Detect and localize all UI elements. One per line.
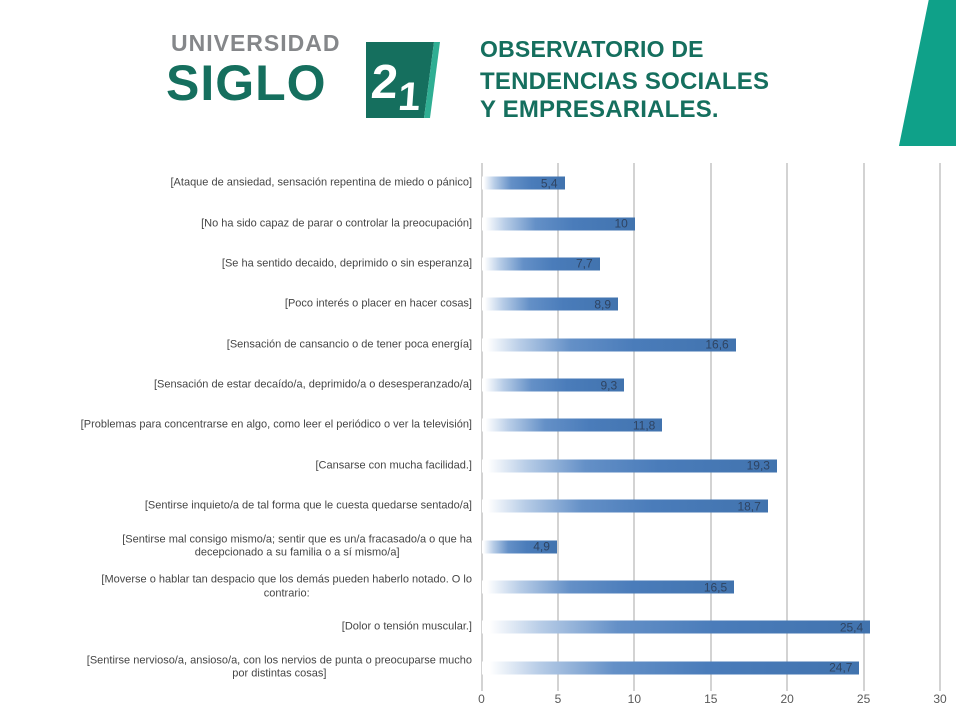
bar: 18,7 (482, 499, 768, 514)
chart-row: [Cansarse con mucha facilidad.] 19,3 (0, 446, 956, 486)
chart-row: [Sentirse nervioso/a, ansioso/a, con los… (0, 648, 956, 688)
observatory-title-line2: TENDENCIAS SOCIALES (480, 68, 770, 95)
bar: 24,7 (482, 660, 860, 675)
bar: 25,4 (482, 620, 871, 635)
bar-value-label: 24,7 (829, 660, 853, 675)
chart-row: [Ataque de ansiedad, sensación repentina… (0, 163, 956, 203)
chart-row: [Sentirse mal consigo mismo/a; sentir qu… (0, 526, 956, 566)
category-label: [Poco interés o placer en hacer cosas] (284, 297, 472, 310)
bar-value-label: 25,4 (839, 620, 864, 635)
logo-digit-1: 1 (397, 75, 422, 118)
bar-value-label: 10 (614, 216, 628, 231)
chart-row: [Moverse o hablar tan despacio que los d… (0, 567, 956, 607)
chart-rows: [Ataque de ansiedad, sensación repentina… (0, 163, 956, 688)
bar: 9,3 (482, 378, 625, 393)
logo-21-icon: 2 1 (366, 42, 440, 119)
bar: 8,9 (482, 297, 619, 312)
bar-value-label: 19,3 (746, 458, 770, 473)
bar-value-label: 9,3 (600, 378, 618, 393)
category-label: [Sensación de cansancio o de tener poca … (226, 337, 472, 350)
chart-row: [Se ha sentido decaido, deprimido o sin … (0, 244, 956, 284)
chart-row: [Sentirse inquieto/a de tal forma que le… (0, 486, 956, 526)
chart-row: [Problemas para concentrarse en algo, co… (0, 405, 956, 445)
gridline (709, 163, 712, 691)
x-axis-tick-label: 5 (554, 692, 562, 706)
x-axis-tick-label: 10 (627, 692, 641, 706)
chart-row: [Sensación de estar decaído/a, deprimido… (0, 365, 956, 405)
category-label: [Sentirse inquieto/a de tal forma que le… (144, 499, 472, 512)
bar-value-label: 16,5 (703, 580, 728, 595)
bar: 16,6 (482, 337, 736, 352)
category-label: [No ha sido capaz de parar o controlar l… (201, 216, 472, 229)
gridline (786, 163, 789, 691)
chart-row: [Poco interés o placer en hacer cosas] 8,… (0, 284, 956, 324)
category-label: [Ataque de ansiedad, sensación repentina… (170, 176, 473, 189)
bar-value-label: 11,8 (632, 418, 656, 433)
chart-row: [Sensación de cansancio o de tener poca … (0, 325, 956, 365)
x-axis-tick-label: 15 (704, 692, 718, 706)
gridline (939, 163, 941, 691)
category-label: [Sentirse mal consigo mismo/a; sentir qu… (122, 533, 472, 559)
bar: 5,4 (482, 176, 565, 191)
bar: 11,8 (482, 418, 663, 433)
bar: 4,9 (482, 539, 557, 554)
logo-universidad-text: UNIVERSIDAD (171, 30, 341, 56)
bar-value-label: 8,9 (594, 297, 612, 312)
observatory-title-line3: Y EMPRESARIALES. (480, 96, 719, 123)
bar: 16,5 (482, 580, 735, 595)
bar-value-label: 7,7 (575, 256, 593, 271)
bar-value-label: 18,7 (737, 499, 761, 514)
x-axis-tick-label: 20 (780, 692, 794, 706)
category-label: [Problemas para concentrarse en algo, co… (80, 418, 472, 431)
observatory-title-line1: OBSERVATORIO DE (480, 36, 704, 62)
category-label: [Dolor o tensión muscular.] (341, 620, 472, 633)
logo-21-graphic: 2 1 (366, 42, 440, 119)
x-axis-tick-label: 30 (933, 692, 947, 706)
bar: 10 (482, 216, 635, 231)
x-axis-tick-label: 0 (478, 692, 485, 706)
chart-row: [Dolor o tensión muscular.] 25,4 (0, 607, 956, 647)
chart-row: [No ha sido capaz de parar o controlar l… (0, 203, 956, 243)
category-label: [Se ha sentido decaido, deprimido o sin … (221, 257, 472, 270)
category-label: [Sentirse nervioso/a, ansioso/a, con los… (86, 654, 472, 680)
bar-value-label: 4,9 (533, 539, 550, 554)
x-axis-tick-label: 25 (856, 692, 871, 706)
logo-siglo-text: SIGLO (166, 55, 327, 111)
category-label: [Cansarse con mucha facilidad.] (315, 459, 472, 472)
bar: 19,3 (482, 458, 777, 473)
gridline (862, 163, 865, 691)
bar: 7,7 (482, 256, 600, 271)
gridline (480, 163, 483, 691)
category-label: [Sensación de estar decaído/a, deprimido… (154, 378, 472, 391)
logo-digit-2: 2 (369, 56, 399, 109)
bar-value-label: 5,4 (540, 176, 558, 191)
category-label: [Moverse o hablar tan despacio que los d… (101, 573, 472, 600)
observatory-title-block: OBSERVATORIO DE TENDENCIAS SOCIALES Y EM… (480, 36, 769, 124)
bar-value-label: 16,6 (705, 337, 729, 352)
